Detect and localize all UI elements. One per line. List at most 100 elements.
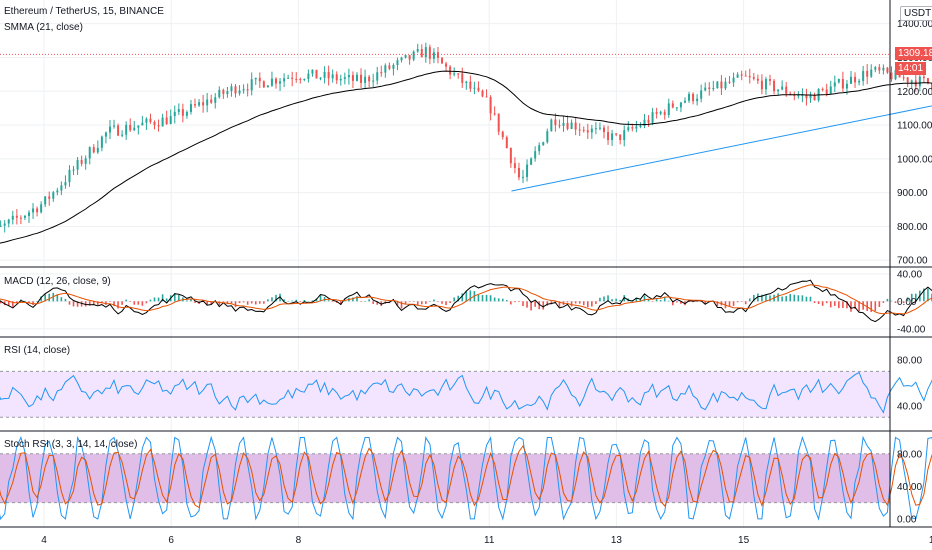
macd-histogram-bar <box>250 301 253 304</box>
macd-histogram-bar <box>24 300 26 302</box>
macd-histogram-bar <box>445 301 447 306</box>
macd-histogram-bar <box>165 298 168 302</box>
candle <box>177 103 180 116</box>
trendlines[interactable] <box>511 8 932 192</box>
candle <box>206 92 209 113</box>
candle <box>311 69 314 77</box>
macd-histogram-bar <box>331 301 334 303</box>
candle <box>692 92 695 105</box>
macd-histogram-bar <box>582 301 585 306</box>
x-tick-label: 18 <box>929 535 932 546</box>
macd-histogram-bar <box>453 297 455 302</box>
macd-title[interactable]: MACD (12, 26, close, 9) <box>4 276 111 287</box>
candle <box>404 55 407 59</box>
macd-histogram-bar <box>842 301 844 309</box>
last-price-badge: 1309.18 <box>895 47 932 61</box>
candle <box>461 67 464 88</box>
macd-histogram-bar <box>319 295 322 302</box>
macd-histogram-bar <box>757 293 759 302</box>
candle <box>744 70 747 77</box>
candle <box>716 81 719 89</box>
candle <box>234 84 237 98</box>
macd-histogram-bar <box>676 301 678 303</box>
candle <box>262 80 265 88</box>
candle <box>254 77 257 85</box>
candle <box>513 157 516 174</box>
x-tick-label: 13 <box>611 535 623 546</box>
macd-histogram-bar <box>688 301 690 303</box>
macd-histogram-bar <box>740 301 743 302</box>
candle <box>145 117 148 130</box>
candle <box>562 116 565 132</box>
candle <box>809 91 812 103</box>
macd-histogram-bar <box>898 301 901 302</box>
macd-histogram-bar <box>230 301 233 304</box>
macd-histogram-bar <box>129 301 132 302</box>
macd-histogram-bar <box>425 301 427 304</box>
candle <box>384 63 387 78</box>
pane-separators[interactable] <box>0 0 932 528</box>
macd-histogram-bar <box>109 301 111 302</box>
candle <box>643 113 646 129</box>
macd-histogram-bar <box>655 298 658 302</box>
macd-histogram-bar <box>84 301 87 307</box>
macd-histogram-bar <box>412 301 415 302</box>
macd-histogram-bar <box>615 298 617 302</box>
macd-histogram-bar <box>793 294 796 302</box>
macd-line <box>0 279 932 323</box>
smma-legend[interactable]: SMMA (21, close) <box>4 22 83 33</box>
macd-histogram-bar <box>789 294 792 302</box>
macd-histogram-bar <box>825 301 828 304</box>
macd-histogram-bar <box>635 297 638 302</box>
macd-histogram-bar <box>303 299 306 302</box>
trendline[interactable] <box>511 50 932 192</box>
macd-histogram-bar <box>48 293 51 302</box>
bar-countdown-badge: 14:01 <box>895 62 927 76</box>
candle <box>36 206 39 217</box>
candle <box>489 95 492 121</box>
candle <box>129 118 132 132</box>
macd-histogram-bar <box>133 301 136 305</box>
macd-histogram-bar <box>121 301 123 305</box>
y-tick-label: 1200.00 <box>897 87 932 98</box>
candle <box>323 66 326 84</box>
candle <box>858 78 861 86</box>
macd-histogram-bar <box>60 297 63 302</box>
macd-histogram-bar <box>307 301 310 302</box>
macd-histogram-bar <box>906 297 909 302</box>
macd-histogram-bar <box>72 301 75 307</box>
candle <box>505 135 508 149</box>
macd-histogram-bar <box>80 301 83 307</box>
macd-histogram-bar <box>704 301 707 305</box>
macd-histogram-bar <box>542 301 545 310</box>
macd-histogram-bar <box>218 301 221 306</box>
candle <box>728 75 731 84</box>
macd-histogram-bar <box>595 301 597 304</box>
macd-histogram-bar <box>781 296 783 302</box>
macd-histogram-bar <box>886 298 889 302</box>
macd-histogram-bar <box>566 301 569 303</box>
candle <box>578 123 581 136</box>
macd-histogram-bar <box>692 301 694 303</box>
candle <box>485 89 488 98</box>
macd-histogram-bar <box>728 301 731 307</box>
candle <box>849 70 852 84</box>
candle <box>501 130 504 140</box>
stoch-rsi-title[interactable]: Stoch RSI (3, 3, 14, 14, close) <box>4 439 138 450</box>
candle <box>92 144 95 154</box>
macd-histogram-bar <box>611 299 613 302</box>
candle <box>441 57 444 64</box>
macd-histogram-bar <box>534 301 536 307</box>
rsi-title[interactable]: RSI (14, close) <box>4 345 71 356</box>
candle <box>408 54 411 65</box>
y-tick-label: 1000.00 <box>897 154 932 165</box>
macd-histogram-bar <box>821 301 824 306</box>
x-tick-label: 11 <box>484 535 495 546</box>
macd-histogram-bar <box>817 301 820 305</box>
currency-button[interactable]: USDT <box>900 6 932 21</box>
candle <box>173 105 176 124</box>
macd-histogram-bar <box>178 294 180 302</box>
time-axis[interactable]: 46811131518202225 <box>41 535 932 546</box>
candle <box>607 125 610 145</box>
